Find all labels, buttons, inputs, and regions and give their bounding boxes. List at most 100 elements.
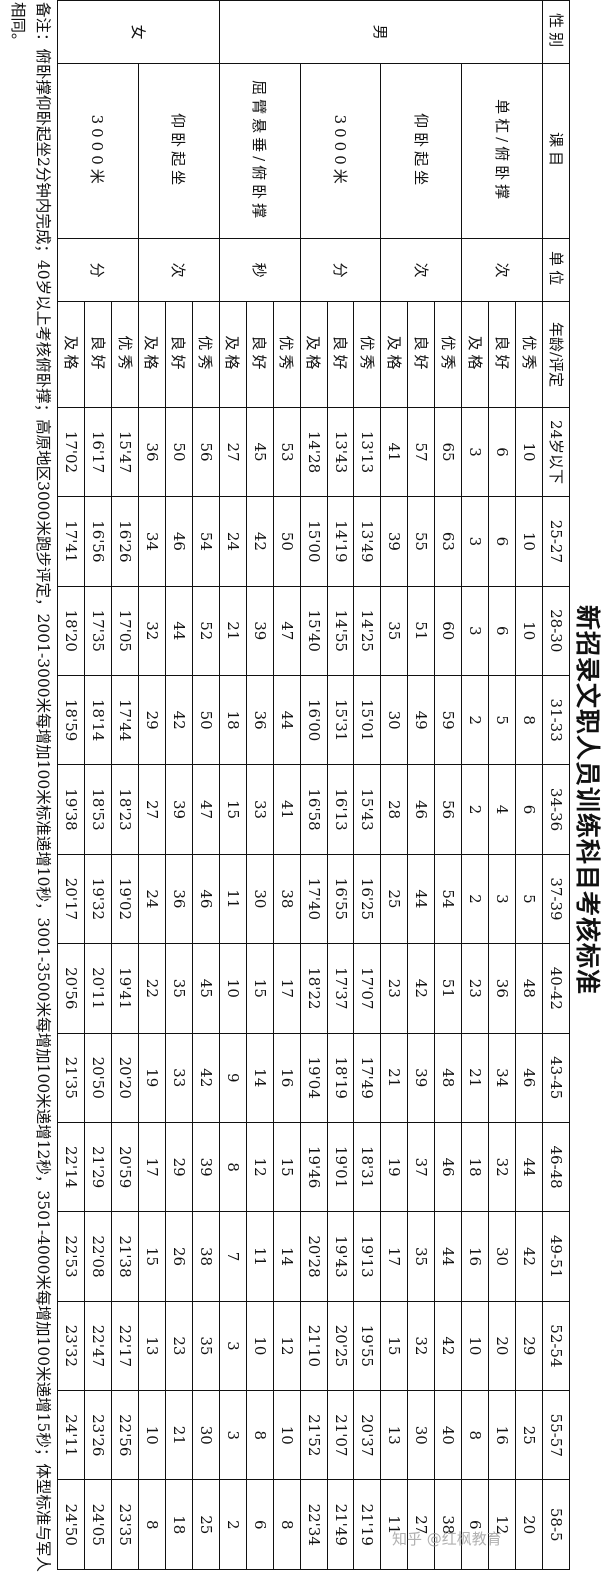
value-cell: 48 — [434, 1033, 462, 1123]
value-cell: 15 — [273, 1122, 301, 1212]
value-cell: 28 — [380, 764, 408, 855]
value-cell: 3 — [219, 1301, 247, 1391]
header-age: 28-30 — [542, 586, 570, 676]
header-gender: 性别 — [542, 0, 570, 64]
value-cell: 29 — [165, 1122, 193, 1212]
value-cell: 22'53 — [57, 1211, 85, 1302]
value-cell: 11 — [219, 854, 247, 944]
value-cell: 13 — [380, 1390, 408, 1480]
header-age-grade: 年龄/评定 — [542, 301, 570, 408]
unit-cell: 秒 — [219, 238, 301, 302]
unit-cell: 次 — [461, 238, 543, 302]
value-cell: 21'29 — [84, 1122, 112, 1212]
grade-level-cell: 良好 — [246, 301, 274, 408]
value-cell: 17'05 — [111, 586, 139, 676]
value-cell: 20'25 — [327, 1301, 354, 1391]
grade-level-cell: 良好 — [407, 301, 435, 408]
value-cell: 44 — [407, 854, 435, 944]
value-cell: 17 — [273, 943, 301, 1034]
table-row: 3000米分优秀 15'47 16'26 17'05 17'44 18'23 19'02 19… — [57, 1, 139, 1570]
value-cell: 18 — [165, 1479, 193, 1570]
value-cell: 18 — [219, 675, 247, 765]
header-age: 58-5 — [542, 1479, 570, 1570]
value-cell: 6 — [515, 764, 543, 855]
value-cell: 22'34 — [300, 1479, 328, 1570]
value-cell: 44 — [273, 675, 301, 765]
value-cell: 3 — [461, 586, 489, 676]
value-cell: 38 — [273, 854, 301, 944]
value-cell: 10 — [515, 407, 543, 497]
value-cell: 20 — [488, 1301, 516, 1391]
value-cell: 2 — [461, 854, 489, 944]
value-cell: 46 — [407, 764, 435, 855]
value-cell: 22'08 — [84, 1211, 112, 1302]
value-cell: 50 — [273, 496, 301, 587]
header-age: 43-45 — [542, 1033, 570, 1123]
value-cell: 16 — [461, 1211, 489, 1302]
value-cell: 53 — [273, 407, 301, 497]
value-cell: 29 — [138, 675, 166, 765]
value-cell: 22'17 — [111, 1301, 139, 1391]
value-cell: 13'43 — [327, 407, 354, 497]
value-cell: 41 — [380, 407, 408, 497]
value-cell: 17 — [380, 1211, 408, 1302]
value-cell: 21'07 — [327, 1390, 354, 1480]
value-cell: 60 — [434, 586, 462, 676]
header-unit: 单位 — [542, 238, 570, 302]
value-cell: 22 — [138, 943, 166, 1034]
value-cell: 42 — [434, 1301, 462, 1391]
value-cell: 16'25 — [354, 854, 381, 944]
subject-cell: 3000米 — [300, 63, 381, 239]
value-cell: 13'49 — [354, 496, 381, 587]
value-cell: 15 — [380, 1301, 408, 1391]
header-age: 31-33 — [542, 675, 570, 765]
value-cell: 51 — [434, 943, 462, 1034]
value-cell: 49 — [407, 675, 435, 765]
grade-level-cell: 及格 — [138, 301, 166, 408]
value-cell: 40 — [434, 1390, 462, 1480]
value-cell: 52 — [192, 586, 220, 676]
value-cell: 2 — [461, 675, 489, 765]
value-cell: 21'19 — [354, 1479, 381, 1570]
value-cell: 56 — [192, 407, 220, 497]
value-cell: 42 — [407, 943, 435, 1034]
value-cell: 20'56 — [57, 943, 85, 1034]
value-cell: 19'43 — [327, 1211, 354, 1302]
value-cell: 20'17 — [57, 854, 85, 944]
value-cell: 63 — [434, 496, 462, 587]
value-cell: 24'50 — [57, 1479, 85, 1570]
value-cell: 16'55 — [327, 854, 354, 944]
value-cell: 16'00 — [300, 675, 328, 765]
value-cell: 15'00 — [300, 496, 328, 587]
value-cell: 17'41 — [57, 496, 85, 587]
grade-level-cell: 及格 — [300, 301, 328, 408]
value-cell: 27 — [138, 764, 166, 855]
value-cell: 8 — [273, 1479, 301, 1570]
value-cell: 20'20 — [111, 1033, 139, 1123]
document-title: 新招录文职人员训练科目考核标准 — [573, 604, 602, 995]
grade-level-cell: 优秀 — [434, 301, 462, 408]
value-cell: 16'58 — [300, 764, 328, 855]
value-cell: 4 — [488, 764, 516, 855]
value-cell: 38 — [192, 1211, 220, 1302]
value-cell: 20'50 — [84, 1033, 112, 1123]
value-cell: 32 — [407, 1301, 435, 1391]
header-age: 25-27 — [542, 496, 570, 587]
value-cell: 39 — [380, 496, 408, 587]
header-age: 34-36 — [542, 764, 570, 855]
value-cell: 18'31 — [354, 1122, 381, 1212]
value-cell: 15 — [219, 764, 247, 855]
value-cell: 21'10 — [300, 1301, 328, 1391]
value-cell: 15 — [138, 1211, 166, 1302]
value-cell: 54 — [192, 496, 220, 587]
value-cell: 19'13 — [354, 1211, 381, 1302]
table-row: 女仰卧起坐次优秀 56 54 52 50 47 46 45 42 39 38 35 30 25 — [57, 0, 220, 1570]
value-cell: 30 — [192, 1390, 220, 1480]
value-cell: 16'17 — [84, 407, 112, 497]
value-cell: 6 — [246, 1479, 274, 1570]
value-cell: 15'31 — [327, 675, 354, 765]
value-cell: 14'19 — [327, 496, 354, 587]
value-cell: 14'28 — [300, 407, 328, 497]
value-cell: 36 — [246, 675, 274, 765]
value-cell: 22'56 — [111, 1390, 139, 1480]
